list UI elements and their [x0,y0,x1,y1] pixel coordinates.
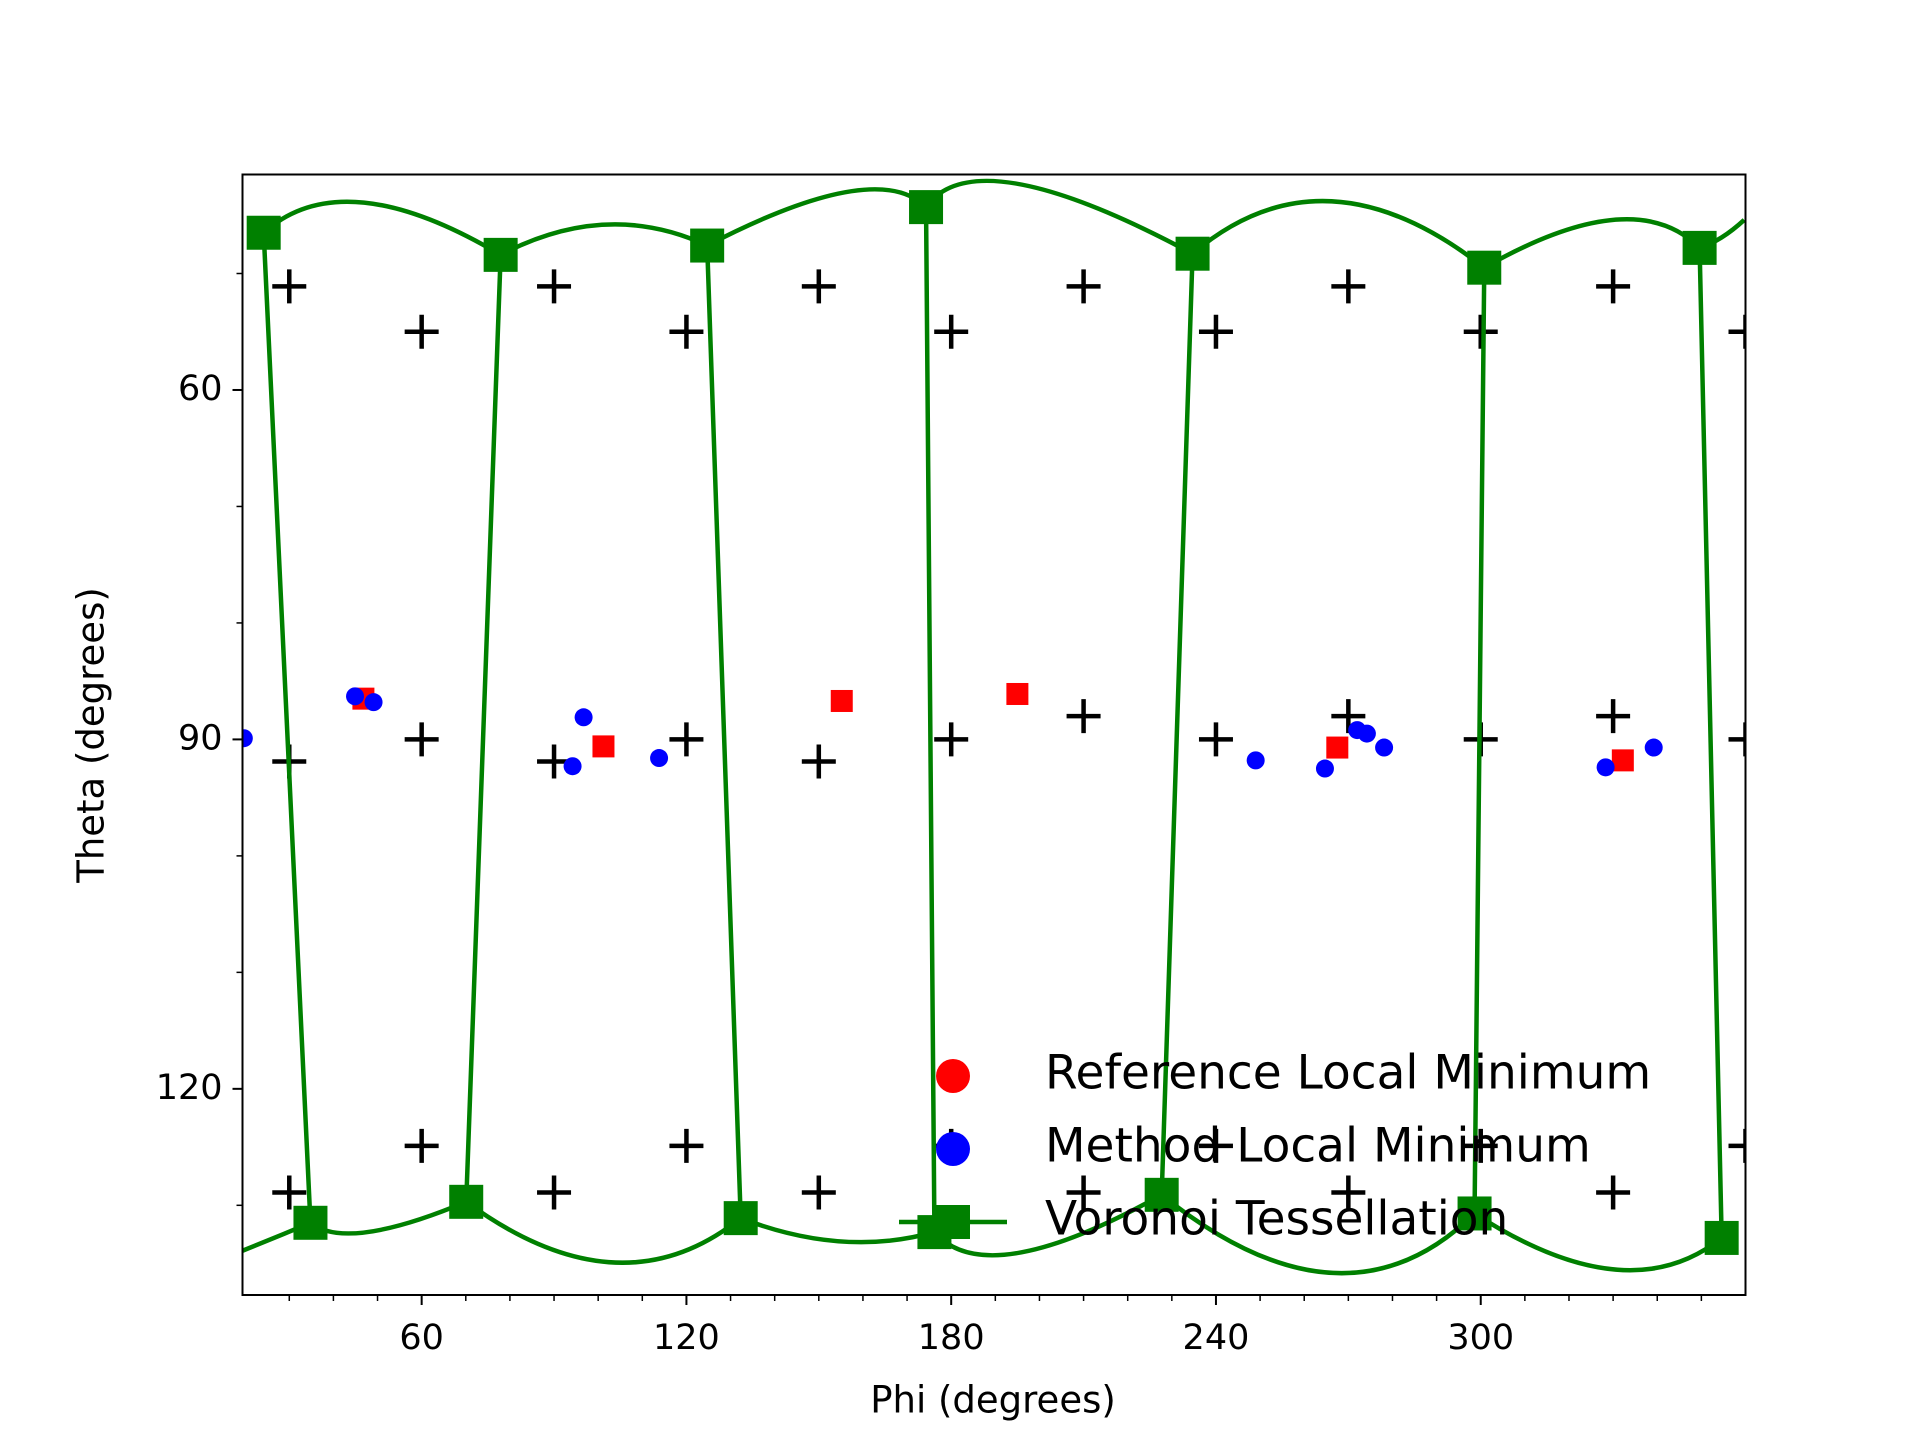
square-marker [1457,1196,1492,1231]
plus-marker [1066,1175,1101,1210]
square-marker [1175,236,1210,271]
x-tick-label: 60 [399,1318,444,1358]
plus-marker [1331,1175,1366,1210]
y-tick-label: 60 [178,369,223,409]
plus-marker [1198,314,1233,349]
legend: Reference Local Minimum Method Local Mini… [899,1046,1651,1247]
plus-marker [404,1128,439,1163]
plus-marker [669,314,704,349]
circle-marker [1315,759,1334,778]
circle-marker [1596,758,1615,777]
square-marker [830,689,853,712]
circle-marker [1375,738,1394,757]
plus-marker [1198,722,1233,757]
square-marker [690,228,725,263]
legend-marker [936,1059,970,1093]
x-tick-label: 120 [653,1318,720,1358]
square-marker [1144,1177,1179,1212]
plus-marker [669,722,704,757]
plus-marker [272,269,307,304]
plus-marker [404,314,439,349]
legend-label: Voronoi Tessellation [1045,1192,1508,1247]
plus-marker [1463,1128,1498,1163]
square-marker [1611,749,1634,772]
square-marker [1326,736,1349,759]
square-marker [483,237,518,272]
plus-marker [801,744,836,779]
plus-marker [934,722,969,757]
plus-marker [801,269,836,304]
circle-marker [346,687,365,706]
circle-marker [650,749,669,768]
plus-marker [1596,269,1631,304]
circle-marker [364,693,383,712]
x-tick-label: 300 [1447,1318,1514,1358]
circle-marker [1644,738,1663,757]
plus-marker [404,722,439,757]
legend-marker [936,1132,970,1166]
square-marker [246,215,281,250]
legend-label: Reference Local Minimum [1045,1046,1651,1101]
plus-marker [537,1175,572,1210]
legend-label: Method Local Minimum [1045,1119,1591,1174]
plus-marker [537,269,572,304]
y-axis-label: Theta (degrees) [70,587,113,884]
square-marker [723,1201,758,1236]
legend-marker [936,1205,970,1239]
x-tick-label: 180 [918,1318,985,1358]
circle-marker [563,757,582,776]
x-tick-label: 240 [1183,1318,1250,1358]
plus-marker [1596,1175,1631,1210]
circle-marker [1357,724,1376,743]
square-marker [293,1205,328,1240]
plus-marker [1331,699,1366,734]
circle-marker [242,729,253,748]
axes-frame [241,173,1747,1296]
square-marker [1682,230,1717,265]
square-marker [592,735,615,758]
plus-marker [934,314,969,349]
square-marker [449,1184,484,1219]
plus-marker [669,1128,704,1163]
y-tick-label: 90 [178,718,223,758]
plus-marker [272,1175,307,1210]
y-tick-label: 120 [156,1068,223,1108]
plus-marker [1198,1128,1233,1163]
square-marker [909,190,944,225]
plus-marker [1596,699,1631,734]
plus-marker [1066,699,1101,734]
plus-marker [801,1175,836,1210]
square-marker [1006,682,1029,705]
plus-marker [1066,269,1101,304]
square-marker [1467,250,1502,285]
x-axis-label: Phi (degrees) [870,1379,1116,1422]
square-marker [1704,1220,1739,1255]
plus-marker [1331,269,1366,304]
circle-marker [574,708,593,727]
plus-marker [1463,314,1498,349]
circle-marker [1246,751,1265,770]
